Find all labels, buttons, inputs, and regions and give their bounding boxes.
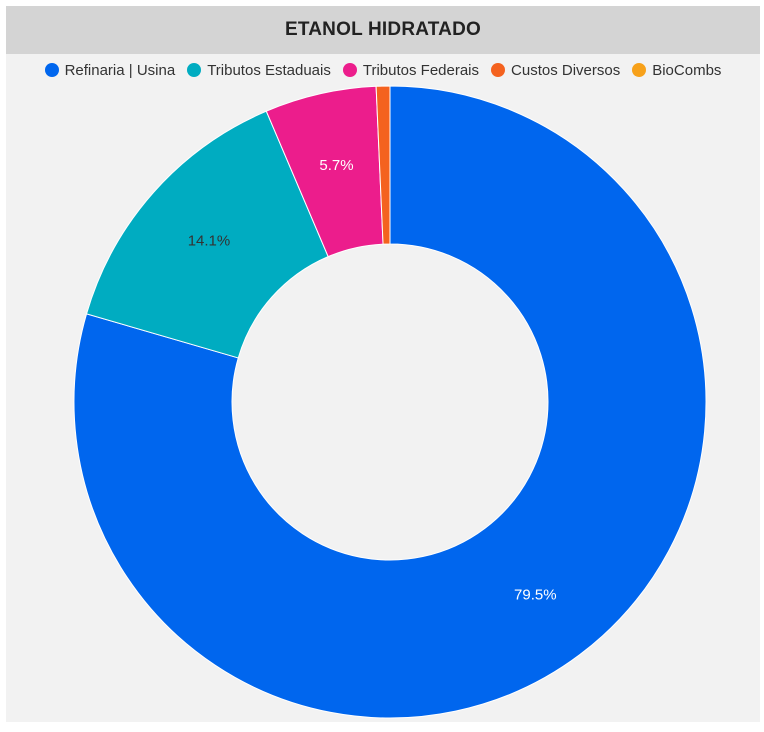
chart-panel: ETANOL HIDRATADO Refinaria | Usina Tribu… — [6, 6, 760, 722]
legend-label: Refinaria | Usina — [64, 61, 176, 79]
title-bar: ETANOL HIDRATADO — [6, 6, 760, 54]
legend-dot-icon — [187, 63, 202, 77]
slice-label-2: 5.7% — [319, 157, 353, 174]
legend-dot-icon — [632, 63, 647, 77]
chart-title: ETANOL HIDRATADO — [284, 19, 481, 40]
donut-slice-0[interactable] — [73, 85, 707, 719]
legend-item-tributos-estaduais[interactable]: Tributos Estaduais — [187, 62, 331, 79]
legend-label: BioCombs — [652, 61, 722, 79]
donut-slice-3[interactable] — [375, 85, 391, 245]
legend-dot-icon — [44, 63, 59, 77]
donut-slice-1[interactable] — [85, 110, 329, 359]
donut-chart: 79.5% 14.1% 5.7% — [73, 85, 707, 719]
legend-label: Tributos Estaduais — [207, 61, 331, 79]
legend-label: Custos Diversos — [511, 61, 621, 79]
legend-item-custos-diversos[interactable]: Custos Diversos — [491, 62, 620, 79]
legend-item-tributos-federais[interactable]: Tributos Federais — [342, 61, 480, 79]
legend-item-biocombs[interactable]: BioCombs — [632, 62, 721, 79]
legend: Refinaria | Usina Tributos Estaduais Tri… — [6, 56, 760, 84]
slice-label-1: 14.1% — [188, 232, 231, 249]
legend-dot-icon — [491, 63, 506, 77]
legend-item-refinaria-usina[interactable]: Refinaria | Usina — [44, 61, 176, 79]
legend-label: Tributos Federais — [362, 61, 480, 79]
slice-label-0: 79.5% — [514, 586, 557, 603]
legend-dot-icon — [342, 63, 357, 77]
